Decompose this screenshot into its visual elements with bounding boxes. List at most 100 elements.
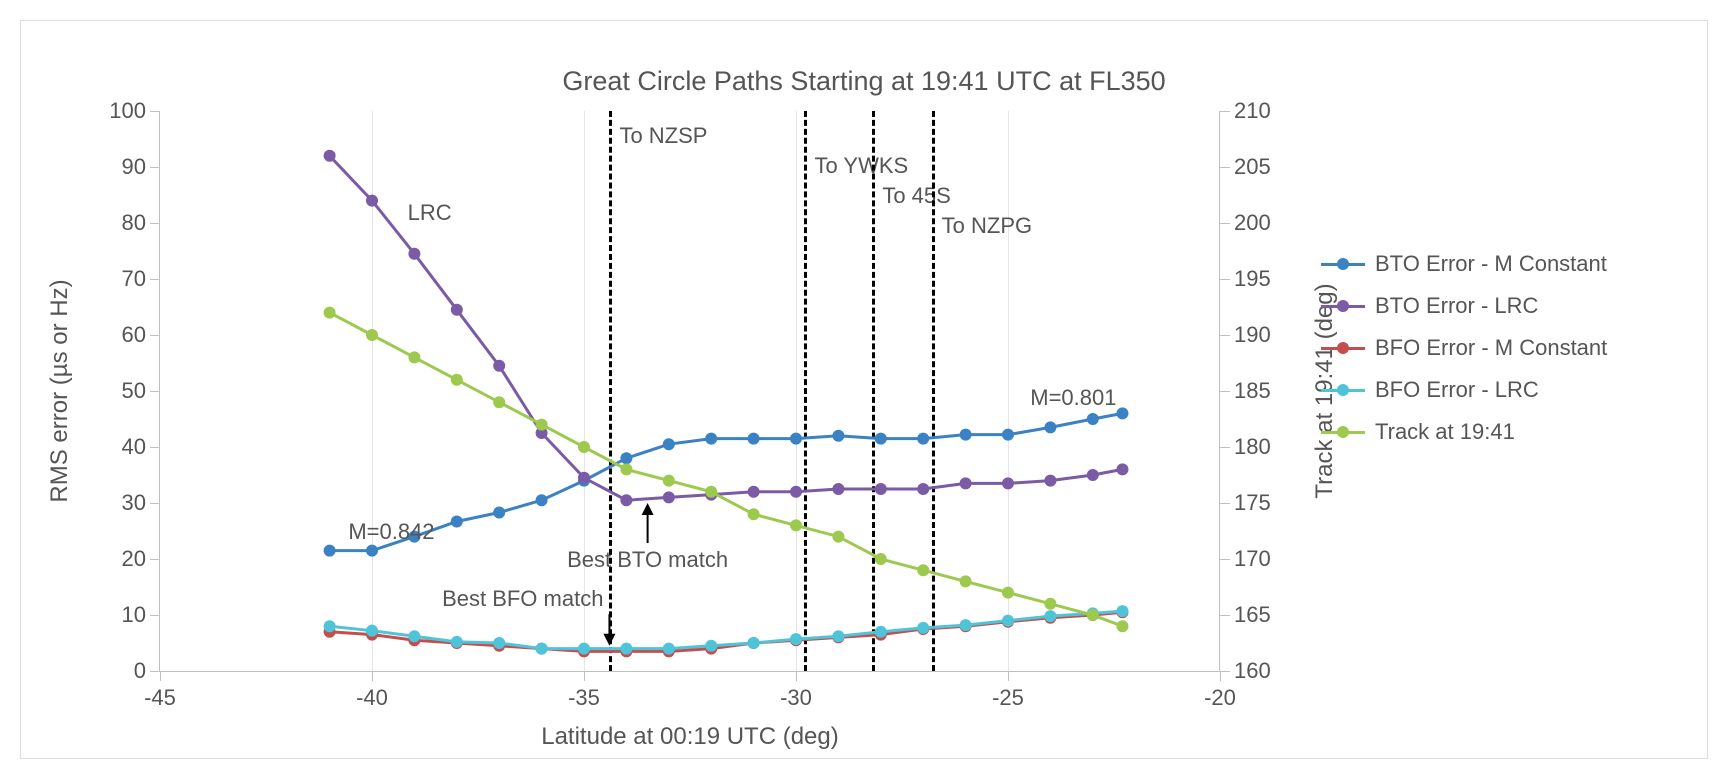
series-marker <box>324 620 336 632</box>
legend-marker-icon <box>1337 258 1349 270</box>
legend-swatch <box>1321 338 1365 358</box>
series-marker <box>705 433 717 445</box>
y2-tick <box>1220 279 1230 280</box>
plot-area: Latitude at 00:19 UTC (deg) RMS error (µ… <box>159 111 1220 672</box>
legend-label: BFO Error - LRC <box>1375 377 1539 403</box>
y2-tick-label: 190 <box>1234 322 1294 348</box>
series-marker <box>790 486 802 498</box>
series-marker <box>324 545 336 557</box>
y2-tick <box>1220 503 1230 504</box>
y-tick <box>150 335 160 336</box>
legend-swatch <box>1321 296 1365 316</box>
chart-title: Great Circle Paths Starting at 19:41 UTC… <box>21 66 1707 97</box>
y2-tick-label: 210 <box>1234 98 1294 124</box>
y-tick-label: 50 <box>86 378 146 404</box>
series-marker <box>1116 407 1128 419</box>
y2-tick-label: 160 <box>1234 658 1294 684</box>
y-tick <box>150 447 160 448</box>
y2-tick-label: 175 <box>1234 490 1294 516</box>
y2-tick <box>1220 335 1230 336</box>
series-marker <box>1044 421 1056 433</box>
annotation-arrow-head <box>603 634 615 646</box>
x-tick-label: -35 <box>544 685 624 711</box>
y-tick <box>150 671 160 672</box>
y-tick-label: 30 <box>86 490 146 516</box>
y2-tick-label: 170 <box>1234 546 1294 572</box>
x-tick-label: -40 <box>332 685 412 711</box>
series-marker <box>790 633 802 645</box>
y-tick <box>150 559 160 560</box>
series-line <box>330 313 1123 627</box>
y-tick <box>150 111 160 112</box>
legend-marker-icon <box>1337 342 1349 354</box>
legend-marker-icon <box>1337 384 1349 396</box>
series-marker <box>408 351 420 363</box>
series-marker <box>1087 469 1099 481</box>
y2-tick-label: 205 <box>1234 154 1294 180</box>
series-marker <box>578 441 590 453</box>
series-marker <box>1002 429 1014 441</box>
series-marker <box>917 433 929 445</box>
annotation: Best BFO match <box>442 586 603 612</box>
y-tick <box>150 223 160 224</box>
series-marker <box>875 433 887 445</box>
legend-label: Track at 19:41 <box>1375 419 1515 445</box>
series-marker <box>875 553 887 565</box>
legend-swatch <box>1321 422 1365 442</box>
series-marker <box>748 508 760 520</box>
x-tick-label: -20 <box>1180 685 1260 711</box>
series-marker <box>493 507 505 519</box>
annotation: M=0.842 <box>348 519 434 545</box>
series-marker <box>832 483 844 495</box>
series-marker <box>663 438 675 450</box>
legend-marker-icon <box>1337 300 1349 312</box>
x-axis-title: Latitude at 00:19 UTC (deg) <box>160 723 1220 751</box>
y-tick <box>150 391 160 392</box>
x-tick-label: -45 <box>120 685 200 711</box>
legend-item: BFO Error - LRC <box>1321 377 1607 403</box>
annotation-arrow-head <box>642 503 654 515</box>
series-marker <box>451 304 463 316</box>
y-tick <box>150 503 160 504</box>
series-marker <box>960 477 972 489</box>
y2-tick-label: 180 <box>1234 434 1294 460</box>
chart-container: Great Circle Paths Starting at 19:41 UTC… <box>20 20 1708 759</box>
series-marker <box>578 472 590 484</box>
y2-tick <box>1220 447 1230 448</box>
series-marker <box>366 625 378 637</box>
x-tick-label: -30 <box>756 685 836 711</box>
series-marker <box>1044 475 1056 487</box>
series-marker <box>493 637 505 649</box>
annotation: LRC <box>408 200 452 226</box>
legend-label: BFO Error - M Constant <box>1375 335 1607 361</box>
y2-tick <box>1220 671 1230 672</box>
y2-tick-label: 185 <box>1234 378 1294 404</box>
series-marker <box>832 430 844 442</box>
series-marker <box>748 486 760 498</box>
y-tick-label: 60 <box>86 322 146 348</box>
series-marker <box>451 515 463 527</box>
series-marker <box>917 564 929 576</box>
series-marker <box>451 636 463 648</box>
series-marker <box>1116 620 1128 632</box>
series-marker <box>1116 463 1128 475</box>
series-marker <box>663 475 675 487</box>
annotation: Best BTO match <box>567 547 728 573</box>
x-tick <box>1220 671 1221 681</box>
series-marker <box>663 643 675 655</box>
y2-tick-label: 165 <box>1234 602 1294 628</box>
legend-label: BTO Error - M Constant <box>1375 251 1607 277</box>
x-tick <box>1008 671 1009 681</box>
series-marker <box>960 575 972 587</box>
series-marker <box>832 531 844 543</box>
series-marker <box>832 630 844 642</box>
x-tick <box>796 671 797 681</box>
legend: BTO Error - M ConstantBTO Error - LRCBFO… <box>1321 251 1607 461</box>
y-tick <box>150 167 160 168</box>
series-marker <box>493 360 505 372</box>
legend-item: BTO Error - M Constant <box>1321 251 1607 277</box>
x-tick <box>584 671 585 681</box>
series-marker <box>1002 587 1014 599</box>
legend-item: BFO Error - M Constant <box>1321 335 1607 361</box>
series-marker <box>620 452 632 464</box>
